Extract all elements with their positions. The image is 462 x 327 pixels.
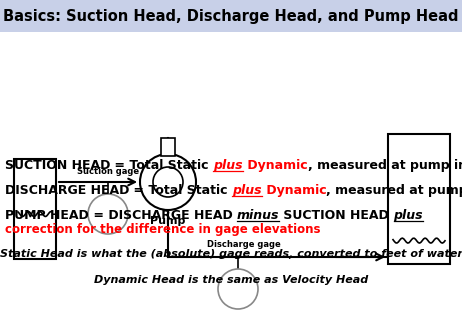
Text: , measured at pump inlet: , measured at pump inlet: [308, 159, 462, 172]
Text: plus: plus: [213, 159, 243, 172]
Text: SUCTION HEAD: SUCTION HEAD: [5, 159, 110, 172]
Text: = Total Static: = Total Static: [110, 159, 213, 172]
Text: , measured at pump exit: , measured at pump exit: [327, 184, 462, 197]
Text: DISCHARGE HEAD: DISCHARGE HEAD: [5, 184, 129, 197]
Text: Suction gage: Suction gage: [77, 167, 139, 176]
Text: plus: plus: [232, 184, 262, 197]
Text: Pump: Pump: [150, 216, 186, 226]
Text: Dynamic Head is the same as Velocity Head: Dynamic Head is the same as Velocity Hea…: [94, 275, 368, 285]
Text: = DISCHARGE HEAD: = DISCHARGE HEAD: [89, 209, 237, 222]
Bar: [14, 159, 56, 259]
Bar: [161, 138, 175, 156]
Text: = Total Static: = Total Static: [129, 184, 232, 197]
Circle shape: [153, 167, 183, 197]
Text: minus: minus: [237, 209, 280, 222]
Bar: [388, 134, 450, 264]
Text: plus: plus: [394, 209, 423, 222]
Circle shape: [218, 269, 258, 309]
Text: Basics: Suction Head, Discharge Head, and Pump Head: Basics: Suction Head, Discharge Head, an…: [3, 9, 459, 24]
Circle shape: [140, 154, 196, 210]
Text: PUMP HEAD: PUMP HEAD: [5, 209, 89, 222]
Text: correction for the difference in gage elevations: correction for the difference in gage el…: [5, 223, 321, 236]
Text: Static Head is what the (absolute) gage reads, converted to feet of water: Static Head is what the (absolute) gage …: [0, 249, 462, 259]
Circle shape: [88, 194, 128, 234]
Bar: [0, 0, 462, 32]
Text: Dynamic: Dynamic: [262, 184, 327, 197]
Text: Dynamic: Dynamic: [243, 159, 308, 172]
Text: SUCTION HEAD: SUCTION HEAD: [280, 209, 394, 222]
Text: Discharge gage: Discharge gage: [207, 240, 281, 249]
